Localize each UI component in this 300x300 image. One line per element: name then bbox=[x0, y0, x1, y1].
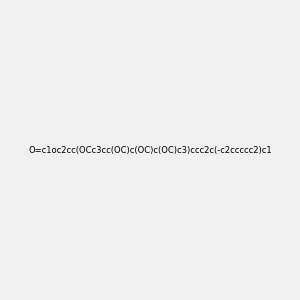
Text: O=c1oc2cc(OCc3cc(OC)c(OC)c(OC)c3)ccc2c(-c2ccccc2)c1: O=c1oc2cc(OCc3cc(OC)c(OC)c(OC)c3)ccc2c(-… bbox=[28, 146, 272, 154]
